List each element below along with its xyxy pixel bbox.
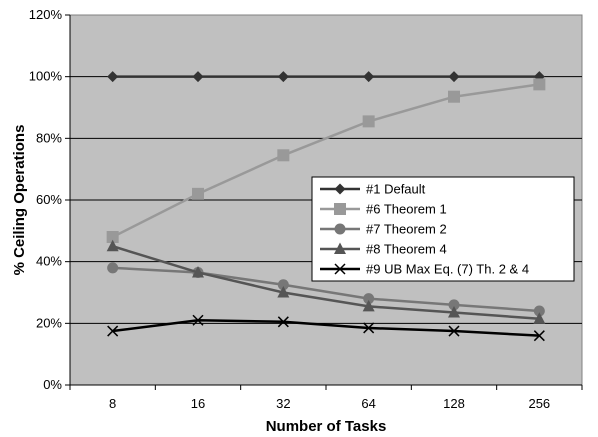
data-point-x <box>334 263 346 275</box>
data-point-square <box>192 187 204 200</box>
legend-label: #8 Theorem 4 <box>366 242 447 257</box>
x-tick-label: 64 <box>361 396 375 411</box>
data-point-triangle <box>448 306 460 318</box>
data-point-circle <box>107 262 119 274</box>
y-tick-label: 100% <box>29 69 63 84</box>
data-point-triangle <box>106 239 119 252</box>
data-point-diamond <box>334 183 346 195</box>
y-tick-label: 40% <box>36 254 62 269</box>
series-layer <box>106 71 546 342</box>
y-tick-label: 60% <box>36 192 62 207</box>
data-point-x <box>192 314 204 326</box>
data-point-circle <box>448 299 460 311</box>
series-4 <box>106 239 546 324</box>
y-tick-label: 120% <box>29 7 63 22</box>
series-line <box>112 83 540 239</box>
legend-entry: #1 Default <box>320 182 426 197</box>
legend-entry: #7 Theorem 2 <box>320 222 447 237</box>
data-point-square <box>334 203 346 215</box>
x-axis-title: Number of Tasks <box>266 418 387 435</box>
series-2 <box>106 78 546 243</box>
data-point-x <box>277 316 289 328</box>
x-tick-label: 8 <box>109 396 116 411</box>
data-point-diamond <box>363 71 375 83</box>
data-point-triangle <box>334 242 346 254</box>
y-axis-ticks: 0% 20% 40% 60% 80% 100% 120% <box>29 7 71 392</box>
series-line <box>112 245 540 320</box>
series-1 <box>107 71 545 83</box>
series-line <box>112 266 540 313</box>
x-tick-label: 128 <box>443 396 465 411</box>
legend: #1 Default #6 Theorem 1 #7 Theorem 2 #8 The… <box>311 176 575 282</box>
data-point-square <box>106 231 119 243</box>
data-point-diamond <box>448 71 460 83</box>
series-line <box>112 318 540 337</box>
x-tick-label: 256 <box>528 396 550 411</box>
data-point-circle <box>277 279 289 291</box>
legend-label: #9 UB Max Eq. (7) Th. 2 & 4 <box>366 262 529 277</box>
y-tick-label: 0% <box>43 377 62 392</box>
legend-label: #6 Theorem 1 <box>366 202 447 217</box>
data-point-x <box>533 330 545 342</box>
data-point-square <box>362 115 375 128</box>
data-point-triangle <box>533 312 546 324</box>
x-tick-label: 16 <box>191 396 205 411</box>
legend-entry: #9 UB Max Eq. (7) Th. 2 & 4 <box>320 262 529 277</box>
y-tick-label: 20% <box>36 315 62 330</box>
data-point-circle <box>363 293 375 305</box>
data-point-square <box>277 149 290 162</box>
data-point-diamond <box>107 71 119 83</box>
y-axis-title: % Ceiling Operations <box>11 125 28 276</box>
series-5 <box>107 314 545 342</box>
data-point-square <box>533 78 546 91</box>
data-point-square <box>448 90 460 103</box>
data-point-x <box>363 322 375 334</box>
data-point-x <box>107 325 119 337</box>
data-point-circle <box>533 305 545 317</box>
x-axis-ticks: 8 16 32 64 128 256 <box>69 384 583 411</box>
legend-label: #1 Default <box>366 182 426 197</box>
data-point-triangle <box>362 299 375 312</box>
legend-entry: #8 Theorem 4 <box>320 242 447 257</box>
series-3 <box>107 262 545 317</box>
x-tick-label: 32 <box>276 396 290 411</box>
y-tick-label: 80% <box>36 130 62 145</box>
legend-label: #7 Theorem 2 <box>366 222 447 237</box>
legend-entry: #6 Theorem 1 <box>320 202 447 217</box>
data-point-circle <box>334 223 346 235</box>
data-point-x <box>448 325 460 337</box>
data-point-diamond <box>192 71 204 83</box>
data-point-triangle <box>277 286 290 298</box>
data-point-diamond <box>277 71 289 83</box>
data-point-triangle <box>192 265 204 278</box>
